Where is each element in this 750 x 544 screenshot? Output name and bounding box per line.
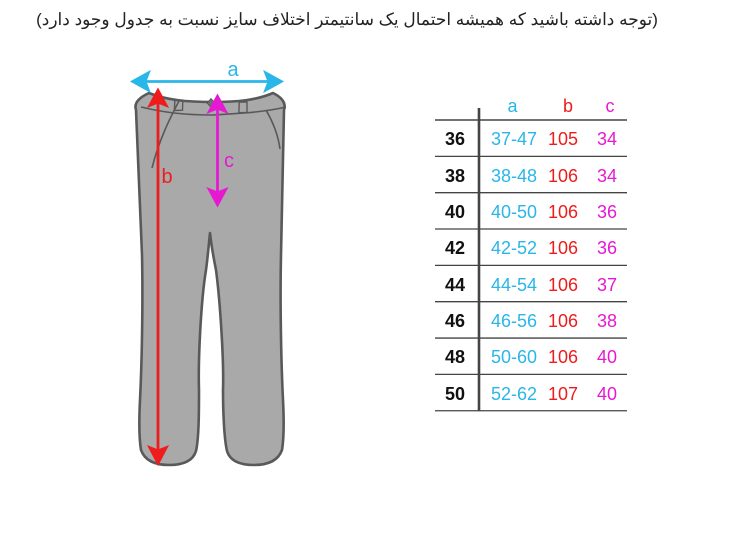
- svg-text:b: b: [161, 166, 172, 188]
- svg-text:c: c: [224, 150, 234, 172]
- svg-text:a: a: [227, 59, 239, 81]
